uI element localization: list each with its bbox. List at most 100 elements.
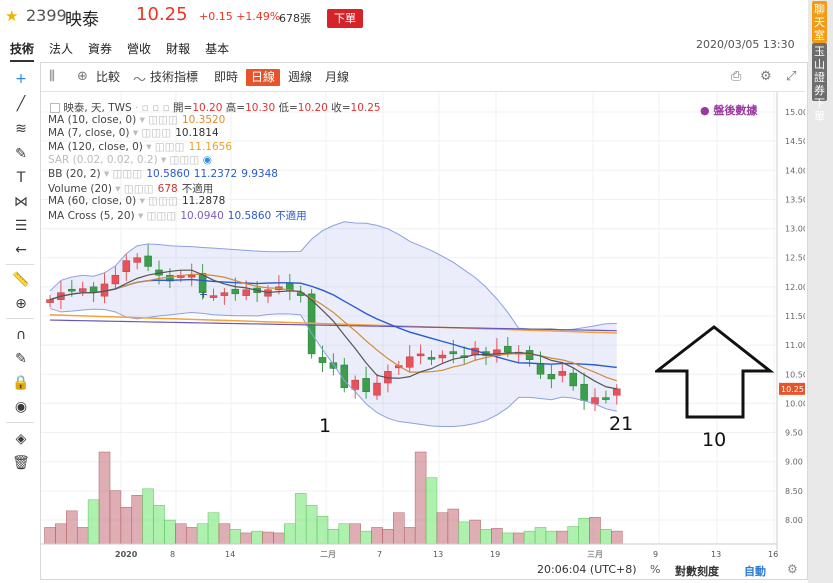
volume-bar [294,493,307,545]
text-tool-icon[interactable]: T [16,170,26,186]
ruler-icon[interactable]: 📏 [12,272,30,288]
favorite-star-icon[interactable]: ★ [5,7,19,25]
volume-bar [185,527,198,545]
trend-line-icon[interactable]: ╱ [16,96,26,112]
annotation-1: 1 [319,415,332,437]
legend-ohlc: 映泰, 天, TWS · ▫ ▫ ▫ 開=10.20 高=10.30 低=10.… [48,100,381,115]
candle-body [547,374,556,380]
indicator-icon[interactable]: 〜 [133,73,147,88]
volume-bar [436,512,449,545]
crosshair-icon[interactable]: + [15,71,27,87]
auto-scale-toggle[interactable]: 自動 [744,565,766,578]
volume-value: 678 [157,183,178,195]
price-tick: 8.00 [785,516,803,525]
price-chart[interactable]: 15.00 14.50 14.00 13.50 13.00 12.50 12.00 11.50… [41,92,805,562]
sar-visibility-icon[interactable]: ◉ [202,154,212,166]
volume-bar [44,527,56,545]
fullscreen-icon[interactable]: ⤢ [786,69,797,84]
volume-bar [120,506,133,545]
volume-bar [589,517,601,545]
brush-icon[interactable]: ✎ [15,146,27,162]
price-tick: 12.00 [785,283,805,292]
divider [6,318,34,319]
monthly-button[interactable]: 月線 [325,70,350,84]
pattern-tool-icon[interactable]: ⋈ [14,194,28,210]
close-value: 10.25 [350,102,381,114]
volume-bar [175,523,187,545]
volume-text: 678張 [279,12,311,25]
price-tick: 9.50 [785,429,803,438]
broker-order-button[interactable]: 玉山證券下單 [812,43,827,123]
stock-header: ★ 2399 映泰 10.25 +0.15 +1.49% 678張 下單 技術 … [0,0,805,62]
tab-institutional[interactable]: 法人 [49,42,74,56]
annotation-21: 21 [609,413,634,435]
chat-room-button[interactable]: 聊天室 [812,1,827,43]
tab-basic[interactable]: 基本 [205,42,230,56]
volume-bar [66,510,78,545]
stock-code: 2399 [26,6,67,25]
gann-tool-icon[interactable]: ☰ [14,218,28,234]
drawing-toolbar: + ╱ ≋ ✎ T ⋈ ☰ ← 📏 ⊕ ∩ ✎ 🔒 ◉ ◈ 🗑 [0,62,40,578]
eye-icon[interactable]: ◉ [14,399,28,415]
time-tick: 14 [225,550,235,559]
compare-button[interactable]: 比較 [96,70,121,84]
volume-bar [207,512,220,545]
low-label: 低= [278,102,298,114]
back-arrow-icon[interactable]: ← [15,242,27,258]
volume-bar [251,530,263,545]
open-label: 開= [173,102,193,114]
ma10-value: 10.3520 [181,114,226,126]
price-tick: 12.50 [785,254,805,263]
camera-icon[interactable]: ⎙ [731,69,742,84]
trash-icon[interactable]: 🗑 [12,455,30,471]
settings-gear-icon[interactable]: ⚙ [760,69,772,84]
tab-margin[interactable]: 資券 [88,42,113,56]
ma-cross-label: MA Cross (5, 20) [48,210,135,222]
zoom-in-icon[interactable]: ⊕ [15,296,27,312]
daily-button[interactable]: 日線 [246,69,281,86]
tab-financials[interactable]: 財報 [166,42,191,56]
after-hours-label[interactable]: ● 盤後數據 [700,104,758,117]
candle-body [602,397,610,400]
volume-bar [349,523,361,545]
lock-icon[interactable]: 🔒 [12,375,30,391]
time-tick: 13 [433,550,443,559]
candle-body [231,288,240,295]
weekly-button[interactable]: 週線 [288,70,313,84]
compare-icon[interactable]: ⊕ [77,69,88,84]
fib-tool-icon[interactable]: ≋ [15,121,27,137]
indicators-button[interactable]: 技術指標 [150,70,199,84]
candle-body [187,274,196,278]
order-button[interactable]: 下單 [327,9,363,28]
ma7-line [49,269,617,390]
percent-toggle[interactable]: % [650,563,661,576]
layers-icon[interactable]: ◈ [15,431,27,447]
volume-note: 不適用 [181,183,214,195]
high-label: 高= [225,102,246,114]
volume-bar [109,490,122,545]
realtime-button[interactable]: 即時 [214,70,239,84]
candle-body [144,255,152,267]
volume-bar [360,530,372,545]
candle-body [166,274,174,282]
volume-label: Volume (20) [48,183,112,195]
axis-settings-gear-icon[interactable]: ⚙ [787,562,798,576]
tab-technical[interactable]: 技術 [10,40,35,62]
open-value: 10.20 [192,102,223,114]
candle-type-icon[interactable]: ⫼ [49,69,55,84]
volume-bar [403,527,416,545]
tab-revenue[interactable]: 營收 [127,42,152,56]
volume-bar [491,528,503,545]
cross-fast: 10.0940 [180,210,224,222]
cross-note: 不適用 [275,210,307,222]
volume-bar [425,477,438,545]
log-scale-toggle[interactable]: 對數刻度 [675,565,719,578]
time-tick: 二月 [320,550,336,559]
volume-bar [262,531,274,545]
magnet-icon[interactable]: ∩ [15,327,27,343]
volume-bar [218,523,231,545]
price-tick: 13.00 [785,225,805,234]
volume-bar [393,512,405,545]
price-change: +0.15 +1.49% [199,10,281,23]
lock-drawings-icon[interactable]: ✎ [15,351,27,367]
